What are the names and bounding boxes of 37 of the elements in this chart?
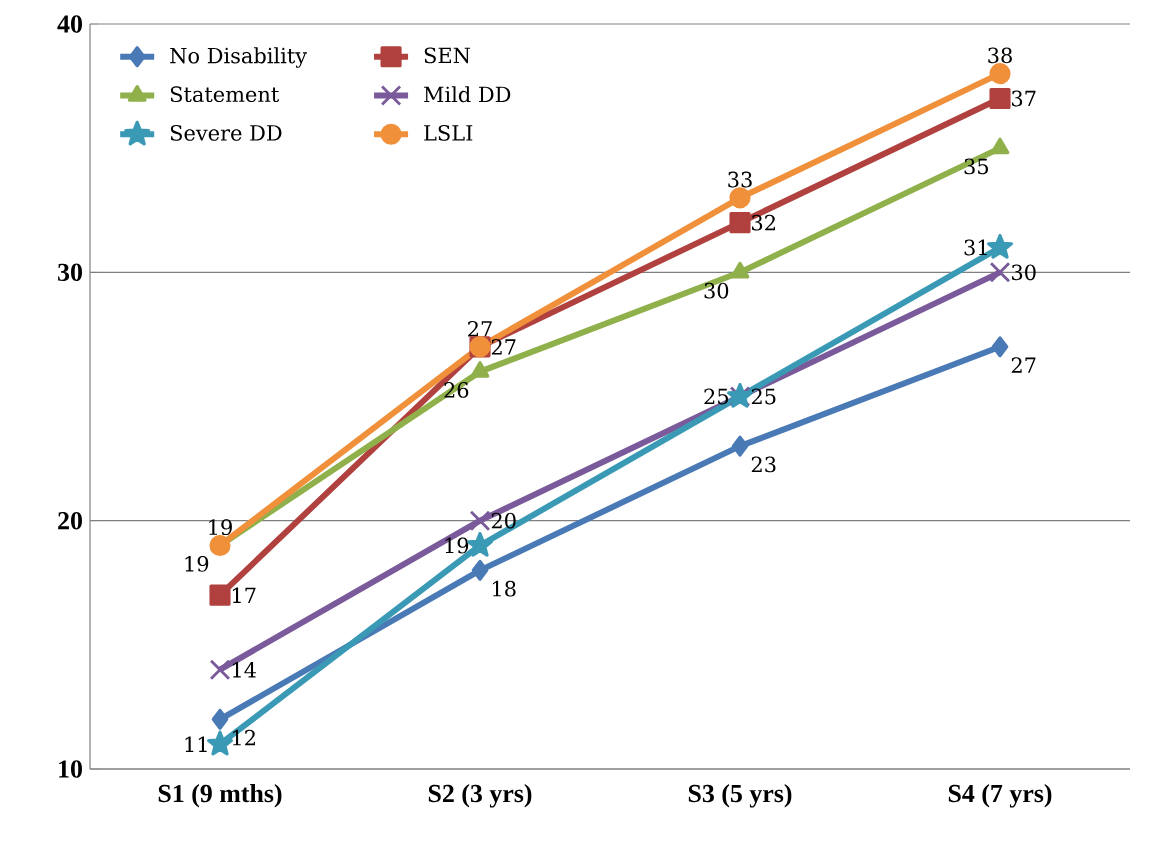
legend-label: No Disability (170, 47, 307, 68)
data-label: 25 (751, 388, 776, 405)
legend-label: Mild DD (424, 86, 511, 103)
data-label: 31 (964, 239, 987, 256)
data-label: 11 (185, 736, 207, 752)
data-label: 14 (232, 661, 256, 678)
y-tick-label: 40 (57, 15, 82, 33)
x-tick-label: S2 (3 yrs) (428, 784, 532, 808)
data-label: 20 (491, 512, 516, 529)
data-label: 27 (1011, 357, 1036, 373)
y-tick-label: 10 (59, 760, 82, 778)
y-tick-label: 30 (58, 263, 82, 282)
data-label: 23 (751, 456, 776, 473)
data-label: 25 (704, 388, 728, 405)
data-label: 30 (1012, 264, 1036, 281)
data-label: 32 (752, 214, 775, 231)
legend-label: LSLI (424, 124, 473, 141)
data-label: 38 (988, 47, 1012, 64)
x-tick-label: S3 (5 yrs) (688, 784, 792, 808)
y-tick-label: 20 (58, 511, 82, 530)
data-label: 19 (209, 519, 232, 536)
data-label: 19 (185, 555, 209, 572)
data-label: 18 (492, 580, 516, 597)
data-label: 33 (728, 171, 752, 188)
data-label: 37 (1012, 90, 1036, 107)
data-label: 17 (232, 587, 256, 603)
data-label: 27 (491, 339, 516, 355)
x-tick-label: S1 (9 mths) (158, 784, 282, 808)
x-tick-label: S4 (7 yrs) (948, 784, 1052, 808)
data-label: 35 (964, 158, 988, 175)
legend-label: SEN (424, 47, 471, 64)
data-label: 12 (232, 729, 255, 746)
data-label: 19 (445, 537, 469, 554)
legend-label: Statement (170, 86, 280, 103)
legend-label: Severe DD (170, 124, 282, 141)
data-label: 27 (468, 320, 492, 337)
data-label: 30 (704, 282, 729, 299)
